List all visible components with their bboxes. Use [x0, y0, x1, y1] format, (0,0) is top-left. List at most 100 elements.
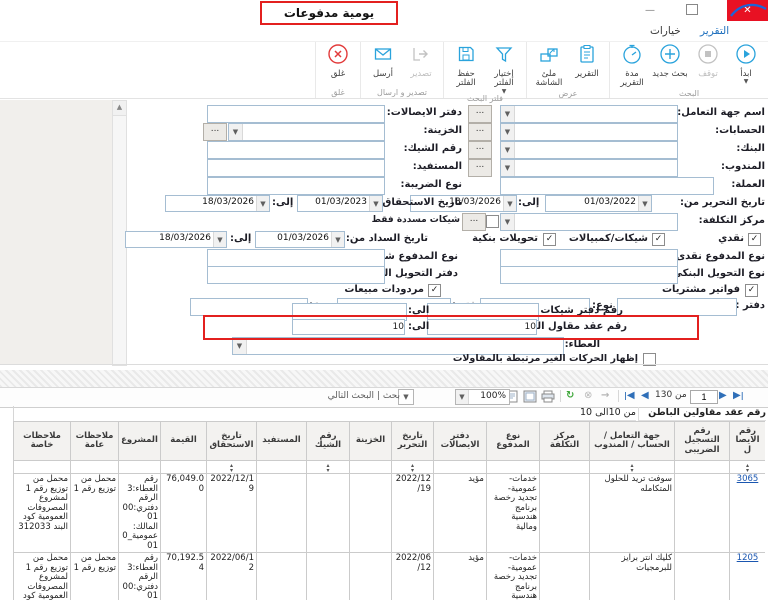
format-dropdown[interactable]: ▼ — [398, 389, 414, 405]
column-header[interactable]: المشروع — [118, 421, 161, 461]
cash-type-input[interactable] — [500, 249, 678, 267]
forward-icon: → — [601, 390, 610, 401]
edit-date-from[interactable]: 01/03/2022 ▼ — [545, 195, 652, 212]
returns-type-input[interactable] — [190, 298, 308, 316]
column-header[interactable]: رقم الشيك — [306, 421, 350, 461]
stopwatch-button[interactable]: مدة التقرير — [613, 42, 651, 89]
purchase-invoices-checkbox[interactable] — [745, 284, 758, 297]
column-header[interactable]: رقم التسجيل الضريبى — [674, 421, 730, 461]
column-header[interactable]: دفتر الايصالات — [433, 421, 487, 461]
edit-date-to[interactable]: 18/03/2026 ▼ — [410, 195, 517, 212]
bank-combo[interactable]: ▼ — [500, 141, 678, 159]
cheques-label: شيكات/كمبيالات — [568, 233, 648, 244]
column-header[interactable]: تاريخ التحرير — [391, 421, 434, 461]
grid-cell: 2022/06/12 — [206, 552, 257, 600]
funnel-button[interactable]: إختيار الفلتر ▼ — [485, 42, 523, 94]
pay-date-to[interactable]: 18/03/2026 ▼ — [125, 231, 227, 248]
first-page-icon[interactable]: |◀ — [624, 390, 635, 401]
purchase-book-input[interactable] — [617, 298, 737, 316]
sort-cell — [70, 460, 119, 474]
column-header[interactable]: جهة التعامل / الحساب / المندوب — [589, 421, 675, 461]
sort-cell[interactable]: ▴ ▾ — [391, 460, 434, 474]
transfers-checkbox[interactable] — [543, 233, 556, 246]
receipt-number-link[interactable]: 3065 — [736, 474, 759, 484]
due-date-to[interactable]: 18/03/2026 ▼ — [165, 195, 270, 212]
transfer-type-input[interactable] — [500, 266, 678, 284]
pay-date-from[interactable]: 01/03/2026 ▼ — [255, 231, 345, 248]
close-red-button[interactable]: غلق — [319, 42, 357, 88]
stop-button: توقف — [689, 42, 727, 89]
tab-report[interactable]: التقرير — [700, 25, 730, 37]
bank-label: البنك: — [736, 143, 765, 154]
column-header[interactable]: ملاحظات عامة — [70, 421, 119, 461]
last-page-icon[interactable]: ▶| — [733, 390, 744, 401]
subcontract-from-input[interactable]: 10 — [427, 319, 537, 335]
show-unrelated-checkbox[interactable] — [643, 353, 656, 366]
accounts-more-button[interactable] — [468, 123, 492, 141]
tender-combo[interactable]: ▼ — [232, 337, 564, 355]
column-header[interactable]: تاريخ الاستحقاق — [206, 421, 257, 461]
receipts-book-input[interactable] — [207, 105, 385, 123]
transfer-book-input[interactable] — [207, 266, 385, 284]
page-number-input[interactable] — [690, 390, 718, 404]
refresh-icon[interactable]: ↻ — [566, 390, 575, 401]
grid-cell — [349, 473, 392, 553]
page-setup-icon[interactable] — [505, 390, 519, 406]
sales-returns-checkbox[interactable] — [428, 284, 441, 297]
column-header[interactable]: ملاحظات خاصة — [13, 421, 71, 461]
sort-cell[interactable]: ▴ ▾ — [206, 460, 257, 474]
sort-cell[interactable]: ▴ ▾ — [306, 460, 350, 474]
print-icon[interactable] — [541, 390, 555, 406]
play-button[interactable]: ابدأ ▼ — [727, 42, 765, 89]
scroll-up-icon[interactable]: ▲ — [113, 101, 126, 116]
save-button[interactable]: حفظ الفلتر — [447, 42, 485, 94]
cheque-type-input[interactable] — [207, 249, 385, 267]
minimize-icon[interactable]: — — [645, 5, 655, 16]
currency-input[interactable] — [500, 177, 714, 195]
sort-cell — [349, 460, 392, 474]
column-header[interactable]: القيمة — [160, 421, 207, 461]
column-header[interactable]: نوع المدفوع — [486, 421, 540, 461]
clipboard-button[interactable]: التقرير — [568, 42, 606, 89]
accounts-combo[interactable]: ▼ — [500, 123, 678, 141]
sort-cell[interactable]: ▴ ▾ — [589, 460, 675, 474]
prev-page-icon[interactable]: ◀ — [641, 390, 649, 401]
zoom-select[interactable]: ▼ 100% — [455, 389, 510, 405]
find-link[interactable]: بحث — [382, 391, 400, 401]
paid-only-checkbox[interactable] — [486, 215, 499, 228]
bank-more-button[interactable] — [468, 141, 492, 159]
envelope-button[interactable]: أرسل — [364, 42, 402, 88]
expand-button[interactable]: ملئ الشاشة — [530, 42, 568, 89]
subcontract-to-input[interactable]: 10 — [292, 319, 405, 335]
cash-label: نقدي — [718, 233, 744, 244]
close-icon: ✕ — [743, 5, 752, 16]
receipt-number-link[interactable]: 1205 — [736, 553, 759, 563]
maximize-icon[interactable] — [686, 4, 698, 15]
agent-more-button[interactable] — [468, 159, 492, 177]
cost-center-combo[interactable]: ▼ — [500, 213, 678, 231]
cash-checkbox[interactable] — [748, 233, 761, 246]
due-date-from[interactable]: 01/03/2023 ▼ — [297, 195, 383, 212]
column-header[interactable]: رقم الايصال — [729, 421, 765, 461]
next-page-icon[interactable]: ▶ — [719, 390, 727, 401]
tab-options[interactable]: خيارات — [650, 25, 681, 37]
column-header[interactable]: المستفيد — [256, 421, 307, 461]
cheques-checkbox[interactable] — [652, 233, 665, 246]
close-window-button[interactable]: ✕ — [727, 0, 768, 21]
paid-only-more-button[interactable] — [462, 213, 486, 231]
tax-type-input[interactable] — [207, 177, 385, 195]
cheque-no-input[interactable] — [207, 141, 385, 159]
dealer-combo[interactable]: ▼ — [500, 105, 678, 123]
dealer-more-button[interactable] — [468, 105, 492, 123]
column-header[interactable]: مركز التكلفة — [539, 421, 590, 461]
splitter-bar[interactable] — [0, 370, 768, 387]
agent-combo[interactable]: ▼ — [500, 159, 678, 177]
print-layout-icon[interactable] — [523, 390, 537, 406]
find-next-link[interactable]: البحث التالي — [327, 391, 375, 401]
treasury-combo[interactable]: ▼ — [228, 123, 385, 141]
treasury-more-button[interactable] — [203, 123, 227, 141]
plus-button[interactable]: بحث جديد — [651, 42, 689, 89]
beneficiary-input[interactable] — [207, 159, 385, 177]
column-header[interactable]: الخزينة — [349, 421, 392, 461]
sort-cell[interactable]: ▴ ▾ — [729, 460, 765, 474]
